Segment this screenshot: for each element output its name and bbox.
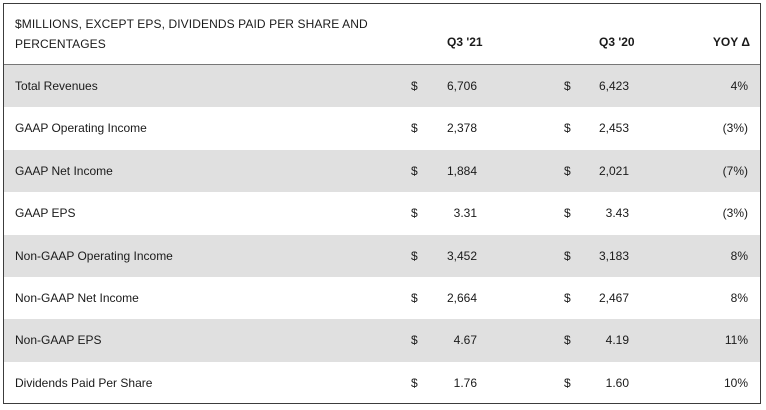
column-header-q3-21: Q3 '21 <box>447 35 483 49</box>
q3-20-value: 2,021 <box>598 163 629 178</box>
column-header-yoy-change: YOY Δ <box>712 35 750 49</box>
yoy-change-value: (7%) <box>722 163 748 178</box>
row-label: Total Revenues <box>15 79 98 93</box>
yoy-change-value: (3%) <box>722 206 748 221</box>
currency-symbol: $ <box>411 290 418 305</box>
q3-21-value: 3.31 <box>453 206 477 221</box>
row-label: Dividends Paid Per Share <box>15 375 153 390</box>
table-row: GAAP Operating Income $ 2,378 $ 2,453 (3… <box>4 107 760 149</box>
table-row: Non-GAAP EPS $ 4.67 $ 4.19 11% <box>4 319 760 362</box>
currency-symbol: $ <box>564 333 571 348</box>
yoy-change-value: 8% <box>730 290 748 305</box>
currency-symbol: $ <box>564 79 571 93</box>
table-row: Total Revenues $ 6,706 $ 6,423 4% <box>4 65 760 108</box>
currency-symbol: $ <box>411 333 418 348</box>
currency-symbol: $ <box>564 248 571 263</box>
table-header: $MILLIONS, EXCEPT EPS, DIVIDENDS PAID PE… <box>4 4 760 65</box>
table-row: Dividends Paid Per Share $ 1.76 $ 1.60 1… <box>4 362 760 404</box>
q3-21-value: 1.76 <box>453 375 477 390</box>
q3-20-value: 2,467 <box>598 290 629 305</box>
row-label: GAAP Net Income <box>15 163 113 178</box>
yoy-change-value: 4% <box>730 79 748 93</box>
table-body: Total Revenues $ 6,706 $ 6,423 4% GAAP O… <box>4 65 760 404</box>
q3-21-value: 1,884 <box>446 163 477 178</box>
row-label: GAAP Operating Income <box>15 121 147 136</box>
q3-20-value: 3,183 <box>598 248 629 263</box>
q3-21-value: 3,452 <box>446 248 477 263</box>
q3-21-value: 4.67 <box>453 333 477 348</box>
table-row: Non-GAAP Operating Income $ 3,452 $ 3,18… <box>4 234 760 277</box>
table-row: GAAP EPS $ 3.31 $ 3.43 (3%) <box>4 192 760 234</box>
q3-20-value: 1.60 <box>605 375 629 390</box>
currency-symbol: $ <box>564 375 571 390</box>
q3-20-value: 3.43 <box>605 206 629 221</box>
currency-symbol: $ <box>564 290 571 305</box>
table-row: GAAP Net Income $ 1,884 $ 2,021 (7%) <box>4 149 760 193</box>
currency-symbol: $ <box>564 163 571 178</box>
currency-symbol: $ <box>411 163 418 178</box>
table-row: Non-GAAP Net Income $ 2,664 $ 2,467 8% <box>4 277 760 319</box>
currency-symbol: $ <box>564 121 571 136</box>
currency-symbol: $ <box>564 206 571 221</box>
yoy-change-value: 10% <box>723 375 748 390</box>
table-header-title: $MILLIONS, EXCEPT EPS, DIVIDENDS PAID PE… <box>15 17 368 51</box>
row-label: Non-GAAP Net Income <box>15 290 139 305</box>
q3-21-value: 6,706 <box>446 79 477 93</box>
yoy-change-value: (3%) <box>722 121 748 136</box>
currency-symbol: $ <box>411 375 418 390</box>
q3-21-value: 2,378 <box>446 121 477 136</box>
currency-symbol: $ <box>411 121 418 136</box>
row-label: Non-GAAP EPS <box>15 333 102 348</box>
row-label: Non-GAAP Operating Income <box>15 248 173 263</box>
row-label: GAAP EPS <box>15 206 76 221</box>
yoy-change-value: 11% <box>724 333 748 348</box>
yoy-change-value: 8% <box>730 248 748 263</box>
currency-symbol: $ <box>411 206 418 221</box>
q3-21-value: 2,664 <box>446 290 477 305</box>
currency-symbol: $ <box>411 79 418 93</box>
column-header-q3-20: Q3 '20 <box>599 35 635 49</box>
currency-symbol: $ <box>411 248 418 263</box>
financial-summary-table: $MILLIONS, EXCEPT EPS, DIVIDENDS PAID PE… <box>3 3 761 404</box>
q3-20-value: 4.19 <box>605 333 629 348</box>
q3-20-value: 2,453 <box>598 121 629 136</box>
q3-20-value: 6,423 <box>598 79 629 93</box>
